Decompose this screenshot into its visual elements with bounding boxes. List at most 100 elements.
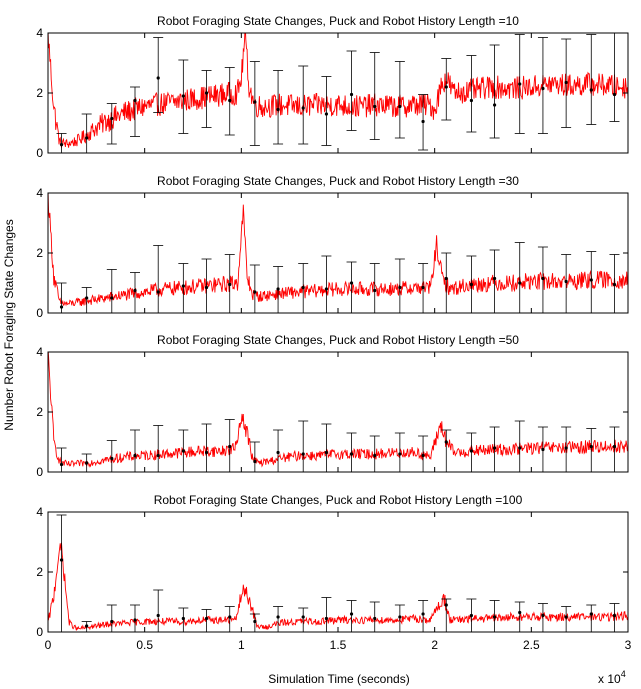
errorbar-mean-point [133,618,137,622]
y-tick-label: 0 [36,625,43,639]
errorbar-mean-point [564,446,568,450]
errorbar [178,59,189,134]
errorbar-mean-point [253,619,257,624]
errorbar-mean-point [110,619,114,624]
errorbar [561,38,572,128]
errorbar [586,34,597,125]
y-tick-label: 4 [36,26,43,40]
errorbar [561,254,572,314]
errorbar [514,242,525,314]
y-tick-label: 2 [36,565,43,579]
errorbar [514,34,525,134]
errorbar [201,423,212,473]
errorbar-mean-point [444,276,448,281]
errorbar-mean-point [85,296,89,300]
errorbar-mean-point [301,285,305,290]
errorbar-mean-point [612,92,617,97]
errorbar-mean-point [59,305,64,309]
errorbar-mean-point [85,136,89,140]
errorbar [369,601,380,633]
errorbar-mean-point [421,285,425,290]
errorbar [178,263,189,314]
errorbar [153,245,164,314]
errorbar-mean-point [421,612,425,616]
errorbar-mean-point [276,615,280,619]
errorbar-mean-point [564,80,568,85]
errorbar-mean-point [301,452,305,456]
errorbar [56,282,67,314]
errorbar-mean-point [181,449,185,453]
errorbar-mean-point [589,88,593,92]
x-tick-label: 3 [625,638,632,652]
errorbar [441,252,452,314]
errorbar-mean-point [324,112,328,116]
errorbar [586,428,597,473]
errorbar-mean-point [493,276,497,281]
errorbar-mean-point [398,285,402,290]
errorbar-mean-point [324,287,328,291]
errorbar-mean-point [541,447,545,452]
errorbar [273,70,284,145]
errorbar-mean-point [324,450,328,455]
errorbar-mean-point [589,278,593,282]
x-tick-label: 1.5 [330,638,347,652]
errorbar-mean-point [156,290,160,294]
errorbar-mean-point [421,453,425,458]
x-exponent-label: x 104 [598,669,626,686]
errorbar-mean-point [228,282,232,287]
errorbar-mean-point [469,98,473,103]
errorbar [201,70,212,128]
errorbar [369,52,380,140]
errorbar-mean-point [349,452,354,456]
series-line [48,193,628,307]
errorbar-mean-point [493,446,497,450]
errorbar-mean-point [398,452,402,456]
errorbar [130,86,140,137]
errorbar-mean-point [276,287,280,291]
errorbar [56,447,67,473]
errorbar-mean-point [181,616,185,621]
errorbar-mean-point [59,558,64,562]
errorbar [321,76,332,146]
errorbar [153,37,164,113]
errorbar-mean-point [228,444,232,449]
errorbar [418,94,429,151]
y-tick-label: 0 [36,146,43,160]
errorbar [178,607,189,633]
series-line [48,352,628,468]
chart-title: Robot Foraging State Changes, Puck and R… [154,493,523,507]
errorbar-mean-point [444,85,448,89]
errorbar-mean-point [612,282,617,287]
errorbar-mean-point [589,612,593,616]
errorbar-mean-point [564,615,568,619]
errorbar-mean-point [541,276,545,281]
x-tick-label: 0.5 [136,638,153,652]
chart-panel: Robot Foraging State Changes, Puck and R… [36,174,629,320]
y-tick-label: 4 [36,345,43,359]
errorbar-mean-point [493,103,497,107]
errorbar [249,613,260,633]
errorbar-mean-point [253,100,257,104]
errorbar-mean-point [518,610,522,615]
chart-panel: Robot Foraging State Changes, Puck and R… [36,14,629,160]
y-axis-label: Number Robot Foraging State Changes [2,219,16,430]
errorbar-mean-point [181,284,185,288]
errorbar-mean-point [228,98,232,103]
errorbar-mean-point [85,624,89,628]
errorbar-mean-point [253,459,257,464]
errorbar-mean-point [276,450,280,455]
series-line [48,33,628,148]
x-axis-label: Simulation Time (seconds) [268,672,409,686]
errorbar-mean-point [156,453,160,458]
errorbar-mean-point [373,104,377,109]
errorbar-mean-point [612,613,617,618]
errorbar [514,420,525,473]
errorbar-mean-point [349,281,354,285]
errorbar-mean-point [110,456,114,461]
errorbar-mean-point [59,143,64,147]
errorbar [224,254,235,314]
errorbar-mean-point [421,119,425,124]
errorbar [273,429,284,473]
errorbar [130,429,140,473]
errorbar-mean-point [59,462,64,467]
